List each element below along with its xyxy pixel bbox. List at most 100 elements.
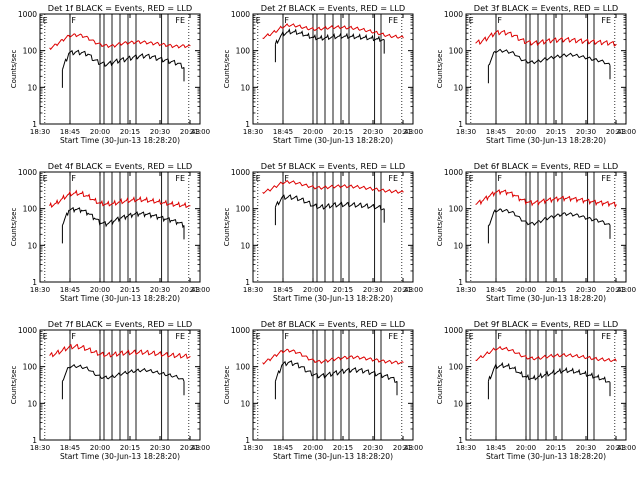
marker-label-fe: FE	[601, 16, 611, 25]
x-tick-label: 20:43	[606, 444, 626, 452]
x-tick-label: 20:15	[333, 286, 353, 294]
x-tick-label: 20:30	[576, 286, 596, 294]
x-tick-label: 20:30	[150, 286, 170, 294]
x-tick-label: 20:43	[180, 286, 200, 294]
x-tick-label: 20:15	[546, 286, 566, 294]
marker-label-f: F	[284, 16, 289, 25]
x-axis-label: Start Time (30-Jun-13 18:28:20)	[60, 294, 180, 303]
y-tick-label: 10	[453, 399, 463, 408]
x-tick-label: 20:15	[333, 444, 353, 452]
x-tick-label: 21:00	[403, 128, 423, 136]
x-tick-label: 21:00	[190, 286, 210, 294]
events-series-line	[274, 194, 385, 211]
marker-label-f: F	[497, 174, 502, 183]
x-tick-label: 21:00	[616, 444, 636, 452]
x-tick-label: 20:43	[180, 444, 200, 452]
lld-series-line	[49, 33, 191, 51]
x-tick-label: 20:00	[303, 286, 323, 294]
y-tick-label: 100	[23, 363, 38, 372]
x-tick-label: 20:30	[150, 444, 170, 452]
events-series-line	[61, 206, 185, 229]
x-tick-label: 20:30	[363, 128, 383, 136]
x-tick-label: 18:45	[486, 444, 506, 452]
marker-label-fe: FE	[601, 174, 611, 183]
y-tick-label: 1000	[18, 326, 37, 335]
marker-label-fe: FE	[388, 16, 398, 25]
marker-label-e: E	[256, 16, 261, 25]
y-tick-label: 1	[32, 278, 37, 287]
y-tick-label: 100	[449, 205, 464, 214]
marker-label-fe: FE	[388, 174, 398, 183]
y-tick-label: 10	[240, 399, 250, 408]
marker-label-e: E	[469, 16, 474, 25]
lld-series-line	[475, 345, 617, 363]
marker-label-fe: FE	[175, 174, 185, 183]
panel-title: Det 1f BLACK = Events, RED = LLD	[48, 3, 192, 13]
y-tick-label: 100	[449, 363, 464, 372]
x-tick-label: 20:00	[516, 286, 536, 294]
x-axis-label: Start Time (30-Jun-13 18:28:20)	[60, 452, 180, 461]
x-tick-label: 18:30	[456, 444, 476, 452]
x-tick-label: 21:00	[616, 286, 636, 294]
marker-label-e: E	[469, 174, 474, 183]
lld-series-line	[49, 343, 191, 360]
detector-panel-6: Det 6f BLACK = Events, RED = LLD 1 10 100 10…	[436, 161, 636, 303]
y-tick-label: 100	[23, 205, 38, 214]
marker-label-e: E	[469, 332, 474, 341]
marker-label-fe: FE	[175, 332, 185, 341]
x-tick-label: 20:15	[120, 286, 140, 294]
y-tick-label: 1	[458, 436, 463, 445]
x-tick-label: 20:00	[90, 128, 110, 136]
x-tick-label: 18:30	[30, 128, 50, 136]
marker-label-e: E	[43, 16, 48, 25]
y-tick-label: 10	[240, 83, 250, 92]
x-tick-label: 20:00	[303, 444, 323, 452]
marker-label-fe: FE	[601, 332, 611, 341]
marker-label-fe: FE	[388, 332, 398, 341]
x-tick-label: 21:00	[190, 128, 210, 136]
y-tick-label: 10	[27, 399, 37, 408]
marker-label-f: F	[284, 174, 289, 183]
y-tick-label: 1	[32, 436, 37, 445]
x-tick-label: 20:00	[516, 444, 536, 452]
x-axis-label: Start Time (30-Jun-13 18:28:20)	[273, 136, 393, 145]
y-tick-label: 10	[453, 241, 463, 250]
y-tick-label: 100	[236, 47, 251, 56]
x-tick-label: 20:43	[393, 286, 413, 294]
x-axis-label: Start Time (30-Jun-13 18:28:20)	[486, 136, 606, 145]
y-tick-label: 10	[27, 241, 37, 250]
x-tick-label: 18:45	[273, 286, 293, 294]
x-tick-label: 18:30	[456, 128, 476, 136]
marker-label-e: E	[256, 332, 261, 341]
y-axis-label: Counts/sec	[436, 50, 444, 89]
panel-title: Det 2f BLACK = Events, RED = LLD	[261, 3, 405, 13]
lld-series-line	[262, 179, 404, 194]
detector-panel-2: Det 2f BLACK = Events, RED = LLD 1 10 100 10…	[223, 3, 423, 145]
events-series-line	[61, 49, 185, 70]
x-tick-label: 20:00	[90, 444, 110, 452]
detector-panel-5: Det 5f BLACK = Events, RED = LLD 1 10 100 10…	[223, 161, 423, 303]
detector-panel-8: Det 8f BLACK = Events, RED = LLD 1 10 100 10…	[223, 319, 423, 461]
x-tick-label: 20:15	[120, 128, 140, 136]
x-tick-label: 18:30	[456, 286, 476, 294]
y-tick-label: 1000	[444, 10, 463, 19]
x-tick-label: 21:00	[403, 444, 423, 452]
y-tick-label: 1	[32, 120, 37, 129]
x-tick-label: 20:30	[576, 128, 596, 136]
x-tick-label: 18:45	[60, 128, 80, 136]
x-tick-label: 18:45	[273, 444, 293, 452]
events-series-line	[487, 361, 611, 383]
y-axis-label: Counts/sec	[436, 366, 444, 405]
y-tick-label: 10	[453, 83, 463, 92]
x-tick-label: 18:45	[486, 286, 506, 294]
x-tick-label: 20:30	[576, 444, 596, 452]
detector-panel-1: Det 1f BLACK = Events, RED = LLD 1 10 100 10…	[10, 3, 210, 145]
y-tick-label: 1000	[231, 168, 250, 177]
panel-title: Det 6f BLACK = Events, RED = LLD	[474, 161, 618, 171]
y-tick-label: 1	[458, 120, 463, 129]
x-tick-label: 18:30	[243, 128, 263, 136]
y-tick-label: 10	[240, 241, 250, 250]
x-tick-label: 18:45	[273, 128, 293, 136]
x-axis-label: Start Time (30-Jun-13 18:28:20)	[486, 294, 606, 303]
